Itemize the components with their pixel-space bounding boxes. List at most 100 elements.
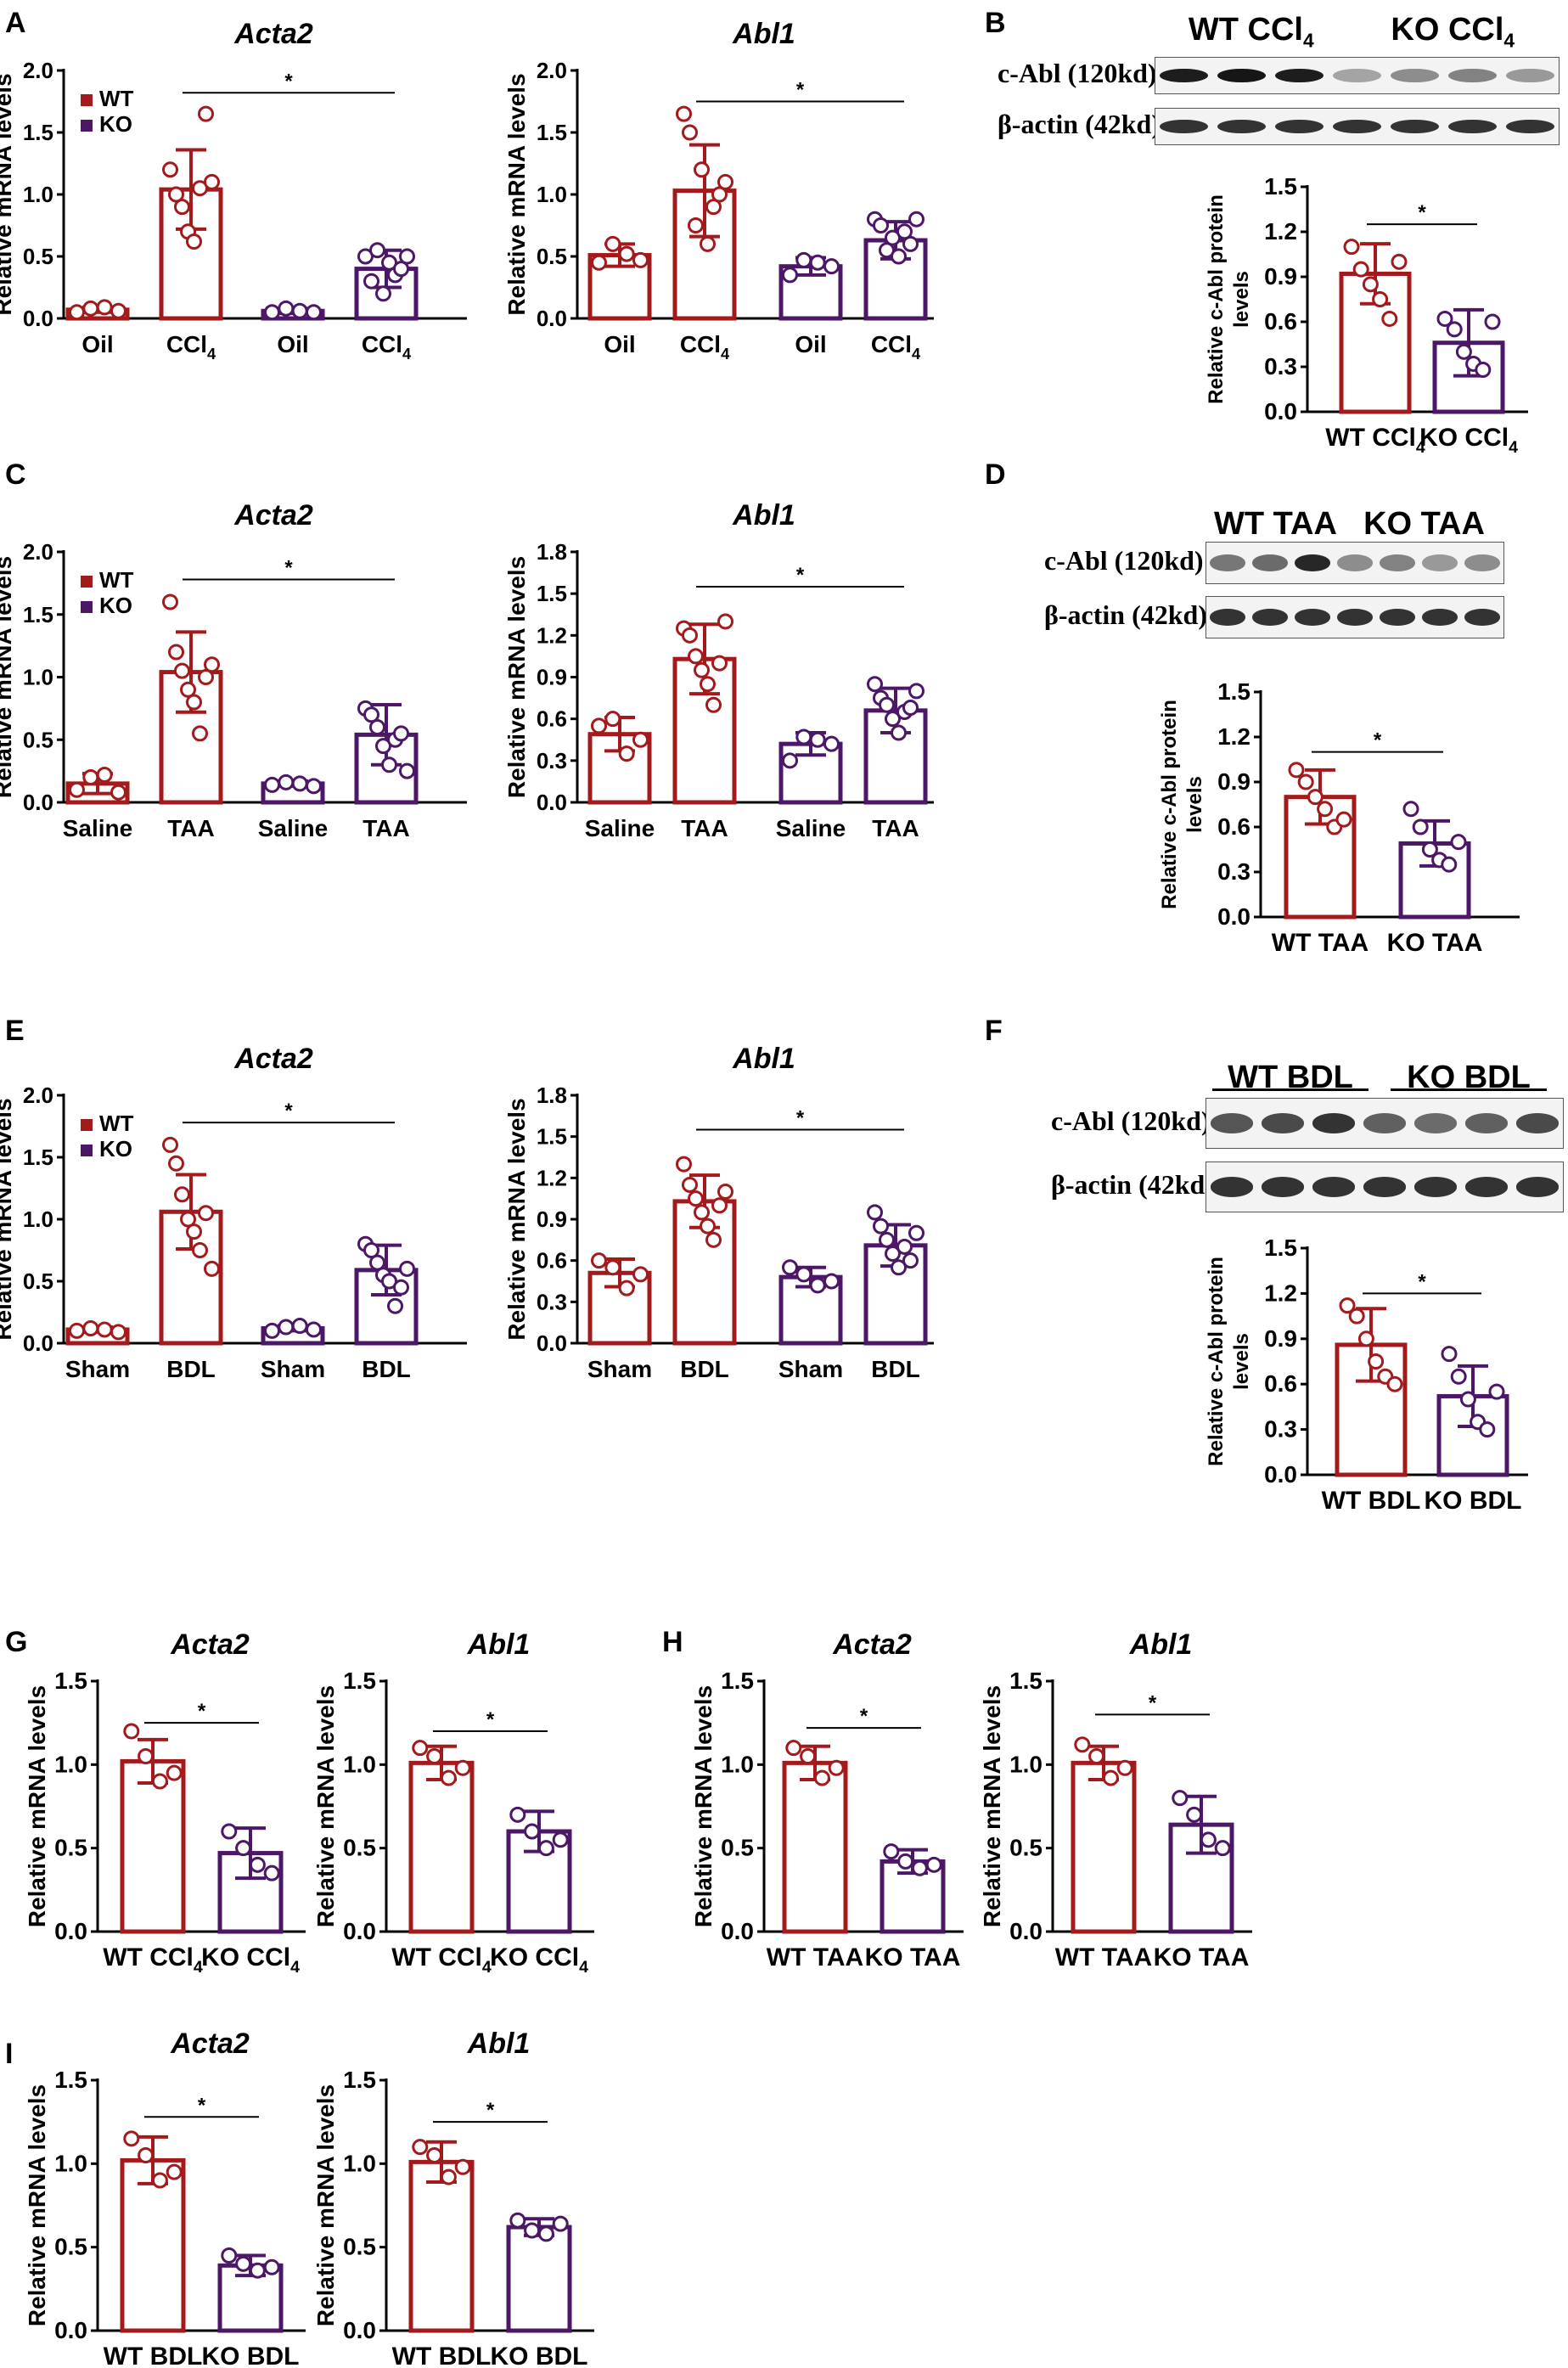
y-tick-label: 0.0 <box>23 306 53 331</box>
data-point <box>1441 1346 1458 1363</box>
y-tick-label: 0.0 <box>721 1918 754 1944</box>
y-tick-label: 0.6 <box>537 706 567 732</box>
data-point <box>198 105 214 122</box>
significance-star: * <box>1374 729 1382 752</box>
data-point <box>1343 239 1360 256</box>
data-point <box>795 728 812 745</box>
data-point <box>524 2222 541 2239</box>
y-axis-label: Relative mRNA levels <box>690 1685 717 1927</box>
blot-band <box>1337 554 1373 571</box>
data-point <box>1479 1421 1496 1438</box>
y-tick-label: 1.2 <box>537 622 567 648</box>
data-point <box>591 1252 607 1269</box>
data-point <box>711 186 728 203</box>
data-point <box>891 248 907 265</box>
y-tick-label: 1.5 <box>537 120 567 145</box>
y-tick-label: 0.0 <box>1264 398 1297 425</box>
blot-band <box>1252 554 1288 571</box>
panel-label-f: F <box>985 1015 1003 1047</box>
y-tick-label: 0.9 <box>1217 768 1250 795</box>
data-point <box>1446 321 1463 338</box>
data-point <box>705 199 722 216</box>
data-point <box>688 648 704 665</box>
data-point <box>604 1259 621 1276</box>
y-tick-label: 1.0 <box>23 1206 53 1232</box>
bar-wt <box>408 2159 475 2333</box>
data-point <box>186 1223 202 1240</box>
y-tick-label: 1.5 <box>54 1668 87 1694</box>
x-tick-label: TAA <box>362 815 409 841</box>
data-point <box>1488 1383 1505 1400</box>
data-point <box>82 1319 99 1336</box>
data-point <box>168 644 184 661</box>
blot-band <box>1160 68 1209 83</box>
data-point <box>69 304 85 321</box>
data-point <box>375 738 391 755</box>
y-tick-label: 0.0 <box>343 2317 376 2343</box>
data-point <box>908 211 925 228</box>
legend-swatch-ko <box>81 601 93 613</box>
panel-label-e: E <box>5 1015 25 1047</box>
y-tick-label: 0.0 <box>537 306 567 331</box>
data-point <box>166 1764 183 1781</box>
data-point <box>509 1806 526 1823</box>
data-point <box>705 1231 722 1248</box>
data-point <box>412 1740 429 1757</box>
chart-title: Acta2 <box>170 1628 250 1661</box>
y-tick-label: 1.5 <box>721 1668 754 1694</box>
data-point <box>123 1723 140 1740</box>
data-point <box>180 681 196 698</box>
data-point <box>192 1242 208 1258</box>
bar-wt <box>782 1760 848 1934</box>
significance-star: * <box>486 1708 495 1731</box>
legend-label-wt: WT <box>99 1111 134 1136</box>
significance-star: * <box>796 79 805 102</box>
data-point <box>552 1831 569 1848</box>
data-point <box>591 717 607 734</box>
y-tick-label: 0.3 <box>1217 858 1250 885</box>
data-point <box>291 302 308 319</box>
data-point <box>393 261 409 278</box>
blot-band <box>1380 609 1415 626</box>
data-point <box>192 725 208 742</box>
y-tick-label: 1.5 <box>54 2067 87 2093</box>
data-point <box>399 762 415 779</box>
data-point <box>278 1319 295 1336</box>
data-point <box>399 248 415 265</box>
x-tick-label: KO BDL <box>202 2343 300 2368</box>
y-tick-label: 0.0 <box>54 1918 87 1944</box>
data-point <box>369 719 385 735</box>
y-tick-label: 1.8 <box>537 539 567 565</box>
data-point <box>885 711 901 728</box>
y-tick-label: 1.5 <box>537 1124 567 1150</box>
data-point <box>291 1318 308 1335</box>
data-point <box>174 662 190 679</box>
data-point <box>782 752 798 769</box>
data-point <box>823 735 840 752</box>
data-point <box>885 1246 901 1263</box>
chart-c2: 0.0 0.3 0.6 0.9 1.2 1.5 1.8 Relative mRNA level… <box>503 499 934 841</box>
blot-group-wt-ccl4: WT CCl4 <box>1188 12 1314 52</box>
y-tick-label: 2.0 <box>537 58 567 83</box>
data-point <box>440 2168 457 2185</box>
data-point <box>1357 1330 1374 1347</box>
chart-a2: 0.0 0.5 1.0 1.5 2.0 Relative mRNA levels Abl1 O… <box>503 18 934 363</box>
x-tick-label: KO CCl4 <box>1419 424 1518 457</box>
data-point <box>873 217 889 233</box>
data-point <box>795 1266 812 1283</box>
significance-star: * <box>284 70 293 93</box>
chart-title: Acta2 <box>233 1043 313 1075</box>
data-point <box>1368 1353 1385 1370</box>
blot-band <box>1515 1113 1560 1133</box>
y-tick-label: 1.5 <box>23 602 53 627</box>
blot-row-label: β-actin (42kd) <box>1044 599 1207 630</box>
data-point <box>1484 313 1501 330</box>
data-point <box>1074 1736 1091 1753</box>
chart-title: Abl1 <box>467 1628 531 1661</box>
chart-d1: 0.0 0.3 0.6 0.9 1.2 1.5 Relative c-Abl protein… <box>1158 678 1520 957</box>
y-tick-label: 1.5 <box>1264 1235 1297 1261</box>
data-point <box>676 105 692 122</box>
y-tick-label: 2.0 <box>23 58 53 83</box>
